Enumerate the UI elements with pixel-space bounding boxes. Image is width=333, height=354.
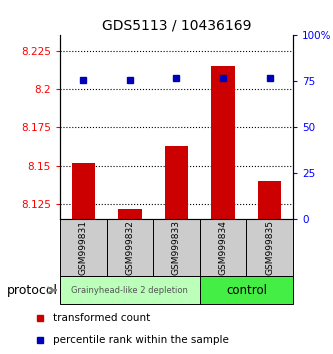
Bar	[60, 219, 107, 276]
Text: GSM999832: GSM999832	[125, 220, 135, 275]
Bar	[118, 209, 142, 219]
Bar	[211, 66, 235, 219]
Text: transformed count: transformed count	[53, 313, 151, 323]
Text: Grainyhead-like 2 depletion: Grainyhead-like 2 depletion	[72, 286, 188, 295]
Bar	[60, 276, 200, 304]
Bar	[200, 219, 246, 276]
Title: GDS5113 / 10436169: GDS5113 / 10436169	[102, 19, 251, 33]
Text: GSM999835: GSM999835	[265, 220, 274, 275]
Bar	[107, 219, 153, 276]
Text: percentile rank within the sample: percentile rank within the sample	[53, 335, 229, 345]
Text: GSM999833: GSM999833	[172, 220, 181, 275]
Text: control: control	[226, 284, 267, 297]
Text: GSM999831: GSM999831	[79, 220, 88, 275]
Bar	[72, 163, 95, 219]
Text: protocol: protocol	[7, 284, 58, 297]
Bar	[165, 146, 188, 219]
Bar	[258, 181, 281, 219]
Bar	[200, 276, 293, 304]
Bar	[153, 219, 200, 276]
Text: GSM999834: GSM999834	[218, 220, 228, 275]
Bar	[246, 219, 293, 276]
